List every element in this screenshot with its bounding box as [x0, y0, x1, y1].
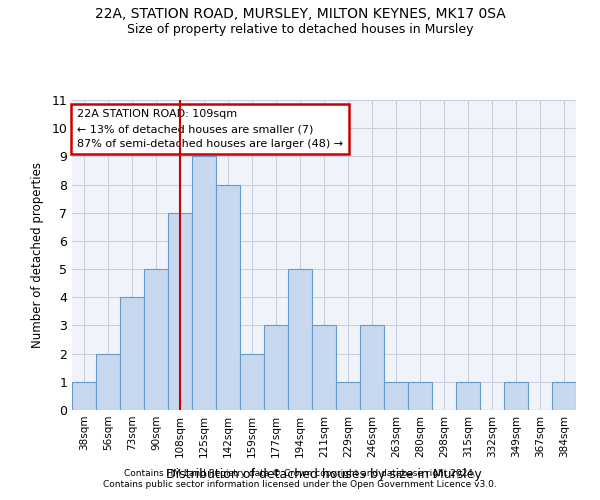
Y-axis label: Number of detached properties: Number of detached properties [31, 162, 44, 348]
Bar [144, 269, 168, 410]
Bar [96, 354, 120, 410]
Text: 22A STATION ROAD: 109sqm
← 13% of detached houses are smaller (7)
87% of semi-de: 22A STATION ROAD: 109sqm ← 13% of detach… [77, 110, 343, 149]
Text: Size of property relative to detached houses in Mursley: Size of property relative to detached ho… [127, 22, 473, 36]
Bar [312, 326, 336, 410]
Text: Contains HM Land Registry data © Crown copyright and database right 2024.: Contains HM Land Registry data © Crown c… [124, 468, 476, 477]
Text: 22A, STATION ROAD, MURSLEY, MILTON KEYNES, MK17 0SA: 22A, STATION ROAD, MURSLEY, MILTON KEYNE… [95, 8, 505, 22]
Bar [264, 326, 288, 410]
Bar [168, 212, 192, 410]
Bar [456, 382, 480, 410]
Bar [552, 382, 576, 410]
Bar [120, 298, 144, 410]
Bar [408, 382, 432, 410]
Bar [336, 382, 360, 410]
Bar [504, 382, 528, 410]
Bar [288, 269, 312, 410]
Bar [192, 156, 216, 410]
Bar [240, 354, 264, 410]
Bar [72, 382, 96, 410]
Bar [360, 326, 384, 410]
Bar [216, 184, 240, 410]
Text: Contains public sector information licensed under the Open Government Licence v3: Contains public sector information licen… [103, 480, 497, 489]
Bar [384, 382, 408, 410]
X-axis label: Distribution of detached houses by size in Mursley: Distribution of detached houses by size … [166, 468, 482, 481]
